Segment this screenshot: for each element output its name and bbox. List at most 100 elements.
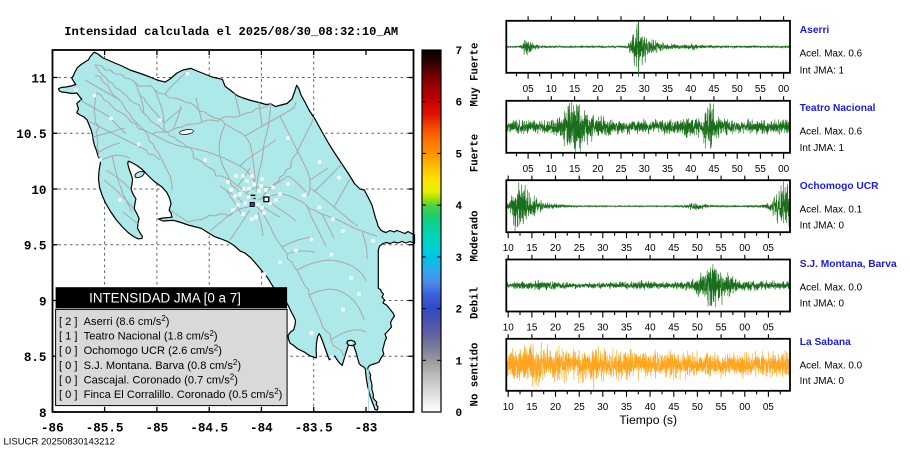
svg-text:10.5: 10.5 bbox=[16, 128, 46, 142]
svg-text:-83: -83 bbox=[355, 422, 378, 436]
svg-text:55: 55 bbox=[716, 402, 727, 413]
svg-text:00: 00 bbox=[778, 84, 789, 95]
svg-text:25: 25 bbox=[616, 84, 627, 95]
svg-text:2: 2 bbox=[456, 305, 463, 317]
svg-text:[ 0 ] Cascajal. Coronado (0.7: [ 0 ] Cascajal. Coronado (0.7 cm/s2) bbox=[59, 373, 238, 387]
svg-text:45: 45 bbox=[708, 164, 719, 175]
svg-text:20: 20 bbox=[550, 402, 561, 413]
svg-text:05: 05 bbox=[523, 84, 534, 95]
svg-text:Int JMA: 0: Int JMA: 0 bbox=[800, 221, 845, 232]
svg-text:50: 50 bbox=[692, 243, 703, 254]
svg-text:05: 05 bbox=[763, 402, 774, 413]
svg-text:Teatro Nacional: Teatro Nacional bbox=[800, 103, 876, 114]
svg-text:Acel. Max. 0.6: Acel. Max. 0.6 bbox=[800, 48, 863, 59]
svg-text:Acel. Max. 0.6: Acel. Max. 0.6 bbox=[800, 126, 863, 137]
svg-text:40: 40 bbox=[645, 243, 656, 254]
svg-text:9: 9 bbox=[39, 295, 47, 309]
svg-text:50: 50 bbox=[692, 323, 703, 334]
svg-text:[ 1 ] Teatro Nacional (1.8 cm: [ 1 ] Teatro Nacional (1.8 cm/s2) bbox=[59, 329, 218, 343]
svg-text:0: 0 bbox=[456, 408, 463, 420]
svg-text:8: 8 bbox=[39, 407, 47, 421]
svg-text:Tiempo (s): Tiempo (s) bbox=[619, 413, 677, 427]
svg-text:55: 55 bbox=[716, 243, 727, 254]
svg-text:05: 05 bbox=[523, 164, 534, 175]
svg-text:S.J. Montana, Barva: S.J. Montana, Barva bbox=[800, 259, 897, 270]
svg-text:Acel. Max. 0.0: Acel. Max. 0.0 bbox=[800, 361, 863, 372]
svg-text:-84.5: -84.5 bbox=[190, 422, 228, 436]
svg-text:Muy Fuerte: Muy Fuerte bbox=[470, 43, 482, 107]
svg-text:Moderado: Moderado bbox=[470, 210, 482, 261]
svg-text:1: 1 bbox=[456, 356, 463, 368]
svg-text:15: 15 bbox=[569, 164, 580, 175]
svg-text:45: 45 bbox=[668, 402, 679, 413]
svg-text:05: 05 bbox=[763, 323, 774, 334]
svg-text:20: 20 bbox=[550, 323, 561, 334]
svg-text:15: 15 bbox=[526, 402, 537, 413]
svg-text:15: 15 bbox=[569, 84, 580, 95]
svg-text:10: 10 bbox=[503, 323, 514, 334]
svg-text:50: 50 bbox=[732, 84, 743, 95]
svg-text:[ 0 ] S.J. Montana. Barva (0.: [ 0 ] S.J. Montana. Barva (0.8 cm/s2) bbox=[59, 358, 241, 372]
svg-text:15: 15 bbox=[526, 323, 537, 334]
svg-text:00: 00 bbox=[739, 402, 750, 413]
svg-text:55: 55 bbox=[755, 84, 766, 95]
svg-text:Acel. Max. 0.1: Acel. Max. 0.1 bbox=[800, 205, 863, 216]
svg-text:30: 30 bbox=[639, 164, 650, 175]
svg-text:15: 15 bbox=[526, 243, 537, 254]
svg-text:4: 4 bbox=[456, 201, 463, 213]
svg-text:8.5: 8.5 bbox=[24, 351, 47, 365]
svg-text:Intensidad calculada el 2025/0: Intensidad calculada el 2025/08/30_08:32… bbox=[64, 25, 398, 39]
svg-text:Int JMA: 1: Int JMA: 1 bbox=[800, 65, 845, 76]
svg-text:35: 35 bbox=[662, 84, 673, 95]
svg-text:35: 35 bbox=[621, 243, 632, 254]
svg-text:20: 20 bbox=[550, 243, 561, 254]
svg-text:-85.5: -85.5 bbox=[86, 422, 124, 436]
svg-text:-85: -85 bbox=[146, 422, 169, 436]
svg-text:55: 55 bbox=[755, 164, 766, 175]
svg-text:25: 25 bbox=[574, 243, 585, 254]
svg-text:30: 30 bbox=[597, 402, 608, 413]
svg-text:20: 20 bbox=[592, 164, 603, 175]
svg-text:40: 40 bbox=[685, 84, 696, 95]
svg-text:9.5: 9.5 bbox=[24, 240, 47, 254]
svg-text:45: 45 bbox=[708, 84, 719, 95]
svg-text:25: 25 bbox=[574, 323, 585, 334]
svg-text:10: 10 bbox=[31, 184, 46, 198]
svg-text:-84: -84 bbox=[250, 422, 273, 436]
svg-text:No sentido: No sentido bbox=[470, 343, 482, 407]
svg-text:30: 30 bbox=[639, 84, 650, 95]
svg-text:10: 10 bbox=[546, 84, 557, 95]
svg-text:00: 00 bbox=[739, 243, 750, 254]
svg-text:50: 50 bbox=[732, 164, 743, 175]
svg-text:INTENSIDAD JMA [0 a 7]: INTENSIDAD JMA [0 a 7] bbox=[89, 291, 241, 306]
svg-text:40: 40 bbox=[645, 323, 656, 334]
svg-text:[ 0 ] Ochomogo UCR (2.6 cm/s2: [ 0 ] Ochomogo UCR (2.6 cm/s2) bbox=[59, 343, 222, 357]
svg-text:45: 45 bbox=[668, 323, 679, 334]
svg-text:10: 10 bbox=[503, 243, 514, 254]
svg-text:35: 35 bbox=[662, 164, 673, 175]
svg-text:11: 11 bbox=[31, 72, 47, 86]
svg-text:05: 05 bbox=[763, 243, 774, 254]
svg-text:25: 25 bbox=[574, 402, 585, 413]
svg-text:3: 3 bbox=[456, 253, 463, 265]
svg-text:00: 00 bbox=[739, 323, 750, 334]
svg-text:Int JMA: 0: Int JMA: 0 bbox=[800, 298, 845, 309]
svg-text:20: 20 bbox=[592, 84, 603, 95]
svg-text:6: 6 bbox=[456, 98, 463, 110]
svg-text:25: 25 bbox=[616, 164, 627, 175]
svg-text:40: 40 bbox=[645, 402, 656, 413]
svg-text:30: 30 bbox=[597, 323, 608, 334]
svg-text:55: 55 bbox=[716, 323, 727, 334]
svg-text:La Sabana: La Sabana bbox=[800, 337, 851, 348]
svg-text:-83.5: -83.5 bbox=[295, 422, 333, 436]
svg-text:7: 7 bbox=[456, 46, 463, 58]
svg-text:35: 35 bbox=[621, 402, 632, 413]
svg-text:10: 10 bbox=[546, 164, 557, 175]
svg-text:00: 00 bbox=[778, 164, 789, 175]
svg-text:Int JMA: 0: Int JMA: 0 bbox=[800, 376, 845, 387]
svg-text:45: 45 bbox=[668, 243, 679, 254]
svg-text:[ 2 ] Aserri (8.6 cm/s2): [ 2 ] Aserri (8.6 cm/s2) bbox=[59, 314, 170, 328]
svg-text:Aserri: Aserri bbox=[800, 25, 830, 36]
svg-text:[ 0 ] Finca El Corralillo. Co: [ 0 ] Finca El Corralillo. Coronado (0.5… bbox=[59, 387, 282, 401]
svg-text:Debil: Debil bbox=[470, 287, 482, 319]
